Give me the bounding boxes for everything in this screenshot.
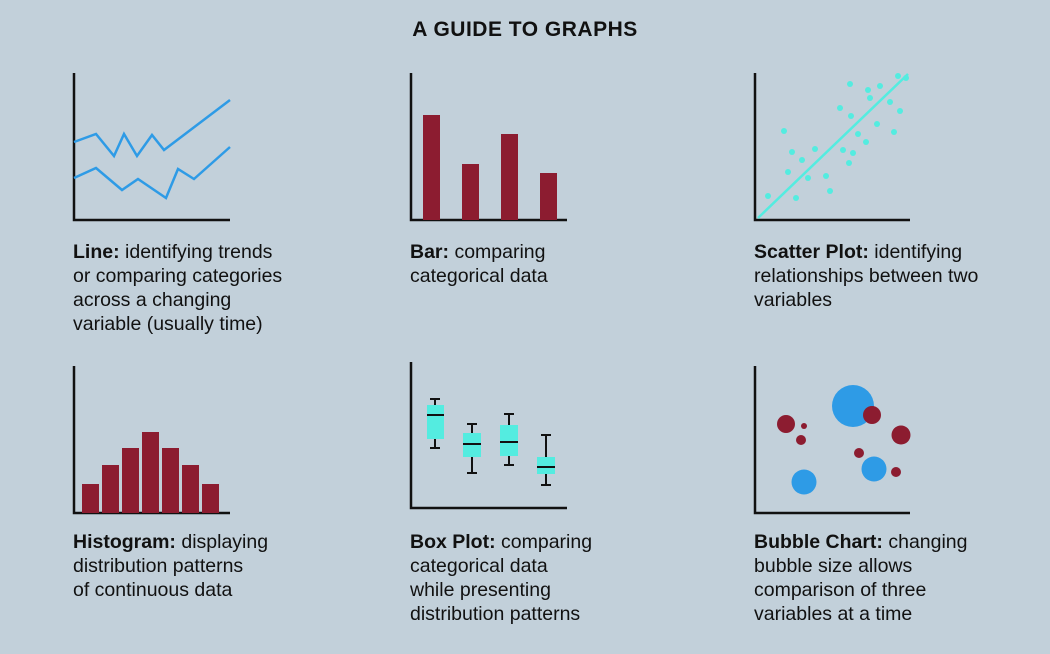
caption-line: while presenting [410, 579, 551, 601]
caption-name: Scatter Plot: [754, 241, 869, 263]
histogram-bars [82, 432, 219, 513]
bar-graph-bar [540, 173, 557, 220]
bubble-chart-bubbles [777, 385, 911, 495]
caption-line: categorical data [410, 555, 548, 577]
caption-line: categorical data [410, 265, 548, 287]
caption-line: comparison of three [754, 579, 927, 601]
caption-line: or comparing categories [73, 265, 283, 287]
histogram-caption: Histogram: displaying distribution patte… [73, 530, 373, 602]
caption-line: distribution patterns [73, 555, 244, 577]
caption-line: comparing [501, 531, 593, 553]
caption-line: across a changing [73, 289, 232, 311]
scatter-plot-caption: Scatter Plot: identifying relationships … [754, 240, 1050, 312]
bar-graph-bar [501, 134, 518, 220]
box-plot-axis [409, 362, 567, 510]
scatter-plot-points [765, 73, 909, 201]
caption-name: Bubble Chart: [754, 531, 883, 553]
scatter-plot-trendline [757, 73, 909, 219]
caption-line: identifying [874, 241, 963, 263]
caption-line: variables [754, 289, 833, 311]
box-plot-caption: Box Plot: comparing categorical data whi… [410, 530, 710, 626]
caption-line: identifying trends [125, 241, 273, 263]
caption-name: Line: [73, 241, 120, 263]
caption-line: distribution patterns [410, 603, 581, 625]
caption-line: of continuous data [73, 579, 233, 601]
caption-line: variables at a time [754, 603, 913, 625]
caption-name: Box Plot: [410, 531, 496, 553]
caption-line: variable (usually time) [73, 313, 263, 335]
caption-line: relationships between two [754, 265, 979, 287]
caption-line: comparing [454, 241, 546, 263]
line-graph-axis [72, 73, 230, 222]
bubble-chart-axis [753, 366, 910, 515]
bubble-chart-caption: Bubble Chart: changing bubble size allow… [754, 530, 1050, 626]
bar-graph-bar [423, 115, 440, 220]
line-graph-caption: Line: identifying trends or comparing ca… [73, 240, 373, 336]
scatter-plot-axis [753, 73, 910, 222]
bar-graph-caption: Bar: comparing categorical data [410, 240, 710, 288]
box-plot-medians [427, 414, 555, 468]
line-graph-series-upper [73, 99, 231, 159]
caption-name: Bar: [410, 241, 450, 263]
caption-line: displaying [181, 531, 269, 553]
page-title: A GUIDE TO GRAPHS [412, 18, 638, 41]
line-graph-series-lower [73, 146, 231, 200]
caption-line: bubble size allows [754, 555, 913, 577]
bar-graph-bar [462, 164, 479, 220]
caption-line: changing [888, 531, 968, 553]
caption-name: Histogram: [73, 531, 176, 553]
